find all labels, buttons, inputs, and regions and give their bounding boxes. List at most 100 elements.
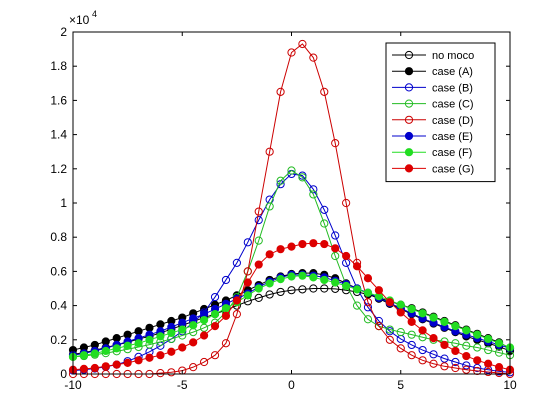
legend-label: case (F) [432,147,472,159]
data-point [210,292,220,302]
y-tick-label: 0.2 [50,333,67,347]
data-point [451,363,460,373]
data-point [418,309,427,318]
y-tick-label: 1.4 [50,128,67,142]
data-point [156,369,165,378]
legend-item: case (D) [392,115,474,127]
data-point [363,315,373,324]
data-point [396,308,405,317]
data-point [298,239,307,249]
legend-item: case (A) [392,66,473,78]
data-point [374,316,383,326]
y-tick-label: 2 [60,25,67,39]
data-point [331,278,340,287]
data-point [254,284,263,293]
data-point [298,271,307,280]
x-tick-label: 5 [397,378,404,392]
data-point [254,207,263,216]
legend-label: case (G) [432,163,474,175]
data-point [396,344,405,353]
data-point [123,330,132,339]
data-point [342,281,351,291]
data-point [385,335,394,344]
data-point [221,304,231,313]
data-point [243,278,252,287]
legend-marker [404,83,414,92]
data-point [167,368,176,377]
data-point [79,364,89,373]
data-point [451,357,460,367]
data-point [298,285,307,294]
data-point [276,176,285,185]
data-point [200,316,209,325]
data-point [418,345,427,355]
data-point [156,351,165,360]
data-point [363,298,373,307]
legend-label: case (C) [432,99,474,111]
legend-label: no moco [432,50,474,62]
data-point [265,147,274,156]
series-layer [68,39,515,379]
data-point [221,311,231,320]
data-point [320,205,329,214]
y-tick-label: 0.6 [50,264,67,278]
data-point [276,245,285,254]
legend-item: no moco [392,50,474,62]
data-point [101,346,110,356]
data-point [320,239,329,249]
legend-marker [404,50,414,60]
data-point [232,310,241,319]
data-point [331,139,340,148]
data-point [221,339,231,348]
data-point [254,216,263,225]
data-point [462,361,471,370]
data-point [156,332,165,341]
legend-marker [404,148,414,157]
data-point [276,274,285,284]
data-point [407,340,416,350]
data-point [407,317,416,326]
y-tick-label: 1.2 [50,162,67,176]
legend-item: case (F) [392,147,472,159]
data-point [134,339,143,348]
data-point [363,288,373,297]
data-point [473,343,482,352]
data-point [309,284,318,293]
data-point [352,285,362,294]
y-tick-label: 0.4 [50,299,67,313]
data-point [418,326,427,335]
data-point [320,87,329,96]
data-point [451,346,460,356]
data-point [145,353,154,362]
data-point [79,351,89,360]
data-point [494,339,504,348]
data-point [309,239,318,248]
data-point [484,345,493,355]
data-point [374,286,383,295]
data-point [134,356,143,365]
data-point [123,358,132,367]
data-point [309,190,318,199]
x-tick-label: -10 [64,378,82,392]
data-point [462,341,471,350]
data-point [309,273,318,282]
legend-label: case (D) [432,115,474,127]
legend-marker [404,67,414,76]
y-tick-label: 0 [60,367,67,381]
data-point [309,53,318,62]
data-point [440,340,449,350]
data-point [156,320,165,329]
data-point [363,303,373,312]
data-point [440,317,449,326]
data-point [254,260,263,269]
data-point [210,310,220,319]
data-point [462,351,471,361]
data-point [429,333,438,343]
x-tick-label: 0 [288,378,295,392]
data-point [331,231,340,240]
data-point [473,356,482,365]
data-point [189,321,198,330]
legend-label: case (B) [432,82,473,94]
legend-item: case (E) [392,131,473,143]
